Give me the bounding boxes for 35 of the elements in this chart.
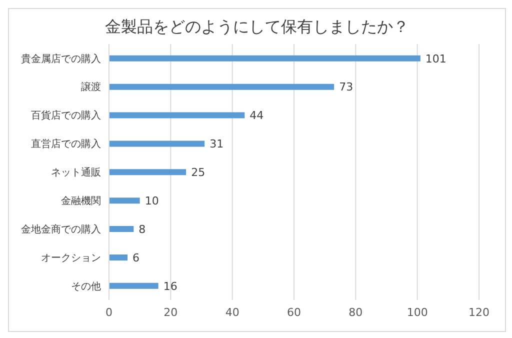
data-label: 25	[191, 166, 206, 180]
data-label: 16	[163, 280, 178, 293]
y-tick-label: 金地金商での購入	[21, 223, 101, 236]
bar	[109, 84, 334, 90]
x-tick-label: 20	[164, 306, 178, 319]
data-label: 31	[210, 138, 224, 151]
x-tick-label: 40	[225, 306, 240, 319]
y-tick-label: オークション	[41, 252, 101, 264]
y-tick-label: 譲渡	[81, 81, 101, 94]
bar	[109, 140, 205, 147]
x-tick-label: 60	[287, 306, 301, 319]
chart-title: 金製品をどのようにして保有しましたか？	[104, 17, 410, 38]
bar	[109, 55, 420, 62]
y-tick-label: ネット通販	[51, 166, 101, 179]
y-tick-label: その他	[71, 280, 101, 292]
data-label: 101	[425, 52, 446, 66]
x-tick-label: 80	[348, 306, 363, 319]
y-tick-label: 金融機関	[61, 194, 101, 207]
y-tick-label: 直営店での購入	[31, 138, 101, 150]
x-tick-label: 120	[468, 306, 490, 319]
x-tick-label: 0	[106, 306, 112, 319]
y-tick-label: 貴金属店での購入	[21, 52, 101, 65]
bar	[109, 282, 158, 289]
bar	[109, 112, 245, 118]
data-label: 73	[339, 80, 354, 94]
y-tick-label: 百貨店での購入	[31, 110, 101, 122]
data-label: 10	[144, 194, 159, 208]
data-label: 44	[250, 109, 264, 122]
bar	[109, 254, 128, 260]
x-tick-label: 100	[406, 306, 428, 319]
data-label: 8	[138, 222, 146, 236]
bar	[109, 198, 140, 204]
bar	[109, 169, 186, 176]
data-label: 6	[132, 251, 140, 264]
bar	[109, 226, 134, 232]
